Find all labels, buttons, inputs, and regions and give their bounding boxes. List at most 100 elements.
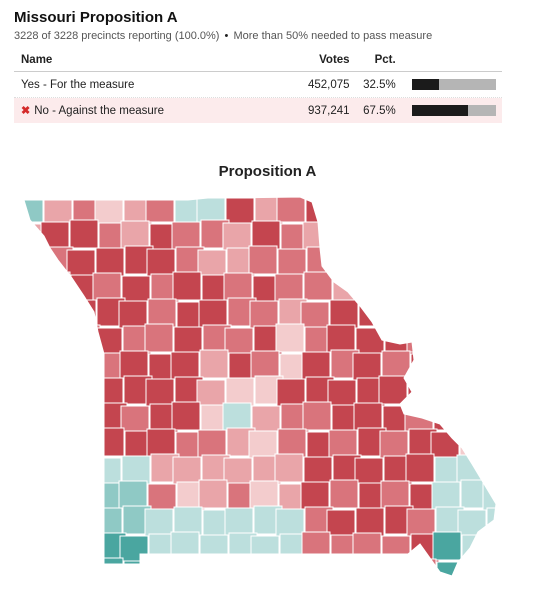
- county: [42, 506, 72, 536]
- column-header-pct: Pct.: [374, 54, 396, 66]
- county: [458, 197, 488, 224]
- county: [92, 457, 122, 487]
- county: [94, 197, 124, 227]
- county: [44, 431, 74, 461]
- county: [458, 379, 488, 409]
- county: [354, 272, 384, 302]
- x-mark-icon: ✖: [21, 105, 31, 117]
- county: [276, 197, 306, 223]
- county: [197, 249, 227, 279]
- county: [328, 249, 358, 279]
- option-name: No - Against the measure: [34, 104, 164, 117]
- county: [170, 531, 200, 561]
- county: [408, 248, 438, 278]
- county: [484, 402, 496, 432]
- county: [40, 221, 70, 251]
- county: [24, 453, 49, 483]
- county: [196, 379, 226, 409]
- county: [225, 557, 255, 576]
- county: [461, 349, 491, 379]
- county: [430, 431, 460, 461]
- county: [170, 351, 200, 381]
- county: [66, 429, 96, 459]
- reporting-status: 3228 of 3228 precincts reporting (100.0%…: [14, 30, 220, 42]
- vote-count: 937,241: [308, 104, 350, 117]
- county: [327, 559, 357, 576]
- county: [354, 457, 384, 487]
- county: [120, 220, 150, 250]
- county: [147, 298, 177, 328]
- county: [353, 222, 383, 252]
- page-title: Missouri Proposition A: [14, 9, 178, 26]
- county: [431, 481, 461, 511]
- county: [409, 298, 439, 328]
- county: [249, 300, 279, 330]
- pass-threshold-note: More than 50% needed to pass measure: [233, 30, 433, 42]
- county: [410, 353, 440, 383]
- county: [121, 275, 151, 305]
- county: [248, 245, 278, 275]
- county: [197, 429, 227, 459]
- county: [407, 558, 437, 576]
- county: [352, 532, 382, 562]
- county: [380, 300, 410, 330]
- county: [144, 323, 174, 353]
- county: [24, 508, 50, 538]
- county: [383, 275, 413, 305]
- county: [483, 532, 496, 562]
- county: [332, 274, 362, 304]
- county: [249, 480, 279, 510]
- county: [432, 531, 462, 561]
- county: [144, 508, 174, 538]
- county: [462, 404, 492, 434]
- county: [24, 533, 47, 563]
- county: [327, 379, 357, 409]
- county: [300, 481, 330, 511]
- county: [222, 402, 252, 432]
- county: [459, 249, 489, 279]
- county: [379, 430, 409, 460]
- county: [68, 534, 98, 564]
- county: [404, 403, 434, 433]
- county: [407, 197, 437, 223]
- county: [95, 427, 125, 457]
- county: [92, 272, 122, 302]
- vote-count: 452,075: [308, 78, 350, 91]
- county: [225, 377, 255, 407]
- county: [406, 508, 436, 538]
- vote-share-fill: [411, 105, 469, 116]
- county: [275, 323, 305, 353]
- county: [484, 222, 496, 252]
- county: [68, 349, 98, 379]
- county: [250, 350, 280, 380]
- county: [488, 247, 496, 277]
- county: [118, 480, 148, 510]
- county: [173, 506, 203, 536]
- state-outline: [23, 196, 497, 577]
- county: [431, 301, 461, 331]
- county: [430, 246, 460, 276]
- county: [40, 401, 70, 431]
- county: [24, 353, 47, 383]
- county: [43, 197, 73, 226]
- county: [43, 376, 73, 406]
- county: [302, 221, 332, 251]
- vote-share-bar: [411, 105, 496, 116]
- county: [45, 481, 75, 511]
- county: [174, 561, 204, 576]
- county: [199, 349, 229, 379]
- county: [405, 273, 435, 303]
- county: [66, 249, 96, 279]
- county: [303, 456, 333, 486]
- county: [352, 352, 382, 382]
- table-header: Name Votes Pct.: [14, 49, 502, 72]
- county: [67, 479, 97, 509]
- results-table: Name Votes Pct. Yes - For the measure 45…: [14, 49, 502, 123]
- county: [378, 375, 408, 405]
- county: [458, 559, 488, 576]
- county: [353, 402, 383, 432]
- county: [358, 297, 388, 327]
- county: [223, 457, 253, 487]
- county: [251, 405, 281, 435]
- county: [199, 534, 229, 564]
